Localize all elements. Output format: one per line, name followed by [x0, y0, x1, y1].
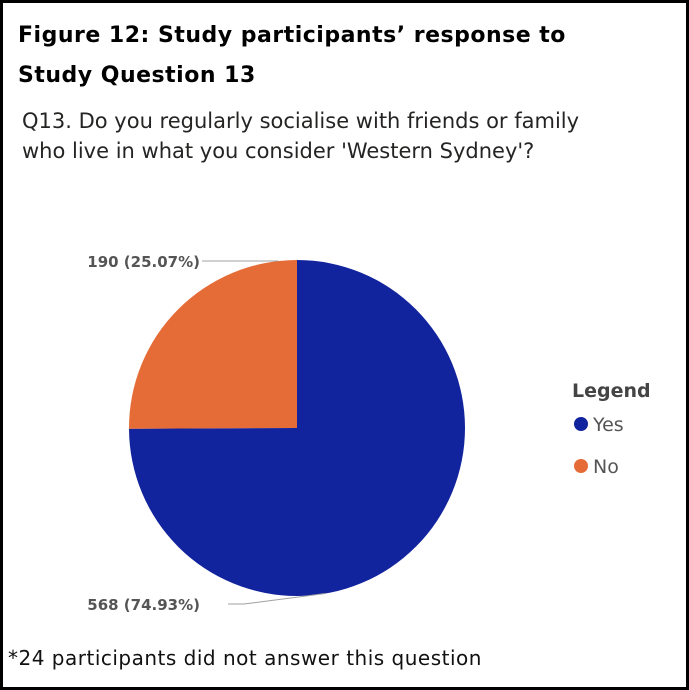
chart-title: Q13. Do you regularly socialise with fri…	[22, 106, 672, 166]
pie-slices	[129, 260, 465, 597]
legend-title: Legend	[572, 380, 651, 402]
figure-title: Figure 12: Study participants’ response …	[18, 16, 658, 96]
leader-line-yes	[228, 592, 327, 605]
legend-marker-yes	[574, 417, 588, 431]
figure-title-line1: Figure 12: Study participants’ response …	[18, 23, 566, 48]
legend: Legend Yes No	[572, 380, 651, 478]
footnote: *24 participants did not answer this que…	[8, 646, 482, 670]
legend-label-yes: Yes	[592, 414, 624, 436]
chart-title-line1: Q13. Do you regularly socialise with fri…	[22, 109, 580, 133]
data-label-no: 190 (25.07%)	[87, 253, 200, 271]
legend-label-no: No	[593, 456, 619, 478]
pie-slice-no	[129, 260, 297, 429]
figure-title-line2: Study Question 13	[18, 63, 256, 88]
pie-slice-yes	[129, 260, 465, 597]
data-label-yes: 568 (74.93%)	[87, 596, 200, 614]
pie-data-labels: 568 (74.93%) 190 (25.07%)	[87, 253, 327, 614]
chart-title-line2: who live in what you consider 'Western S…	[22, 139, 535, 163]
legend-marker-no	[574, 459, 588, 473]
